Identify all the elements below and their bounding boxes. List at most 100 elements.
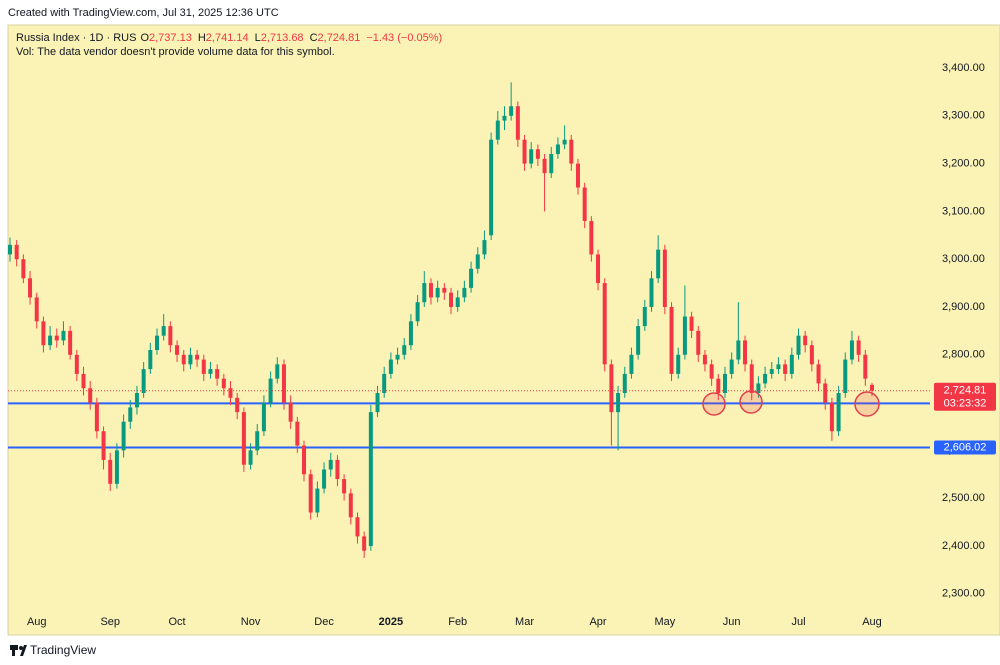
- candle-body: [368, 412, 373, 546]
- x-tick-label: Aug: [862, 616, 882, 628]
- y-tick-label: 2,900.00: [942, 301, 985, 313]
- candle-body: [255, 431, 260, 451]
- candle-body: [743, 340, 748, 365]
- x-tick-label: Apr: [589, 616, 606, 628]
- low-label: L: [255, 32, 261, 44]
- candle-body: [562, 139, 567, 145]
- candle-body: [408, 321, 413, 346]
- close-value: 2,724.81: [318, 32, 361, 44]
- candle-body: [375, 393, 380, 413]
- candle-body: [475, 254, 480, 269]
- highlight-circle: [739, 390, 763, 414]
- candle-body: [642, 306, 647, 327]
- brand-logo: [10, 645, 27, 656]
- price-tag: [934, 440, 996, 455]
- candle-body: [88, 388, 93, 403]
- x-tick-label: Sep: [100, 616, 120, 628]
- candle-body: [335, 459, 340, 480]
- candle-body: [682, 316, 687, 355]
- x-tick-label: Oct: [168, 616, 185, 628]
- candle-body: [589, 220, 594, 255]
- candle-body: [569, 139, 574, 164]
- volume-note: Vol: The data vendor doesn't provide vol…: [16, 46, 335, 58]
- countdown: 03:23:32: [944, 398, 987, 410]
- legend: Russia Index · 1D · RUS O2,737.13 H2,741.1…: [16, 32, 442, 44]
- candle-body: [348, 493, 353, 518]
- candle-body: [281, 364, 286, 403]
- candle-body: [422, 283, 427, 303]
- low-value: 2,713.68: [261, 32, 304, 44]
- candle-body: [81, 373, 86, 389]
- candle-body: [128, 407, 133, 422]
- x-tick-label: Nov: [241, 616, 261, 628]
- candle-body: [415, 302, 420, 322]
- candle-body: [342, 479, 347, 494]
- candle-body: [141, 369, 146, 394]
- candle-body: [435, 287, 440, 298]
- candle-body: [756, 383, 761, 394]
- candle-body: [208, 369, 213, 374]
- candle-body: [489, 139, 494, 236]
- candle-body: [308, 474, 313, 513]
- candle-body: [469, 268, 474, 288]
- candle-body: [175, 345, 180, 355]
- candle-body: [669, 306, 674, 374]
- close-label: C: [310, 32, 318, 44]
- candle-body: [449, 292, 454, 307]
- candle-body: [515, 106, 520, 140]
- candle-body: [54, 335, 59, 341]
- candle-body: [302, 445, 307, 475]
- candle-body: [108, 459, 113, 484]
- candle-body: [736, 340, 741, 360]
- candle-body: [455, 297, 460, 307]
- price-tag-label: 2,606.02: [944, 441, 987, 453]
- y-tick-label: 3,200.00: [942, 158, 985, 170]
- candle-body: [121, 421, 126, 451]
- candle-body: [8, 244, 12, 255]
- candle-body: [61, 330, 66, 341]
- candle-body: [863, 354, 868, 379]
- x-tick-label: Mar: [515, 616, 534, 628]
- candle-body: [689, 316, 694, 331]
- candle-body: [609, 364, 614, 413]
- candle-body: [195, 354, 200, 360]
- candle-body: [722, 373, 727, 394]
- candle-body: [74, 354, 79, 374]
- candle-body: [716, 378, 721, 394]
- candle-body: [315, 488, 320, 513]
- candle-body: [188, 354, 193, 365]
- candle-body: [582, 187, 587, 221]
- created-note: Created with TradingView.com, Jul 31, 20…: [8, 7, 279, 19]
- candle-body: [549, 154, 554, 174]
- candle-body: [575, 163, 580, 188]
- candle-body: [596, 254, 601, 284]
- candle-body: [235, 397, 240, 413]
- candle-body: [696, 330, 701, 355]
- candle-body: [542, 158, 547, 174]
- candle-body: [462, 287, 467, 298]
- x-tick-label: Jul: [791, 616, 805, 628]
- candle-body: [849, 340, 854, 360]
- candle-body: [502, 115, 507, 121]
- candle-body: [34, 297, 39, 322]
- open-value: 2,737.13: [149, 32, 192, 44]
- candle-body: [328, 459, 333, 470]
- candle-body: [442, 287, 447, 293]
- highlight-circle: [702, 392, 726, 416]
- candle-body: [495, 120, 500, 140]
- x-tick-label: May: [654, 616, 675, 628]
- candle-body: [181, 354, 186, 365]
- candle-body: [221, 378, 226, 389]
- candle-body: [68, 330, 73, 355]
- candle-body: [48, 335, 53, 346]
- candle-body: [428, 283, 433, 298]
- candle-body: [148, 350, 153, 370]
- candle-body: [856, 340, 861, 355]
- candle-body: [555, 144, 560, 155]
- candle-body: [402, 345, 407, 355]
- candle-body: [729, 359, 734, 374]
- brand: TradingView: [30, 643, 96, 657]
- high-label: H: [198, 32, 206, 44]
- candle-body: [201, 359, 206, 374]
